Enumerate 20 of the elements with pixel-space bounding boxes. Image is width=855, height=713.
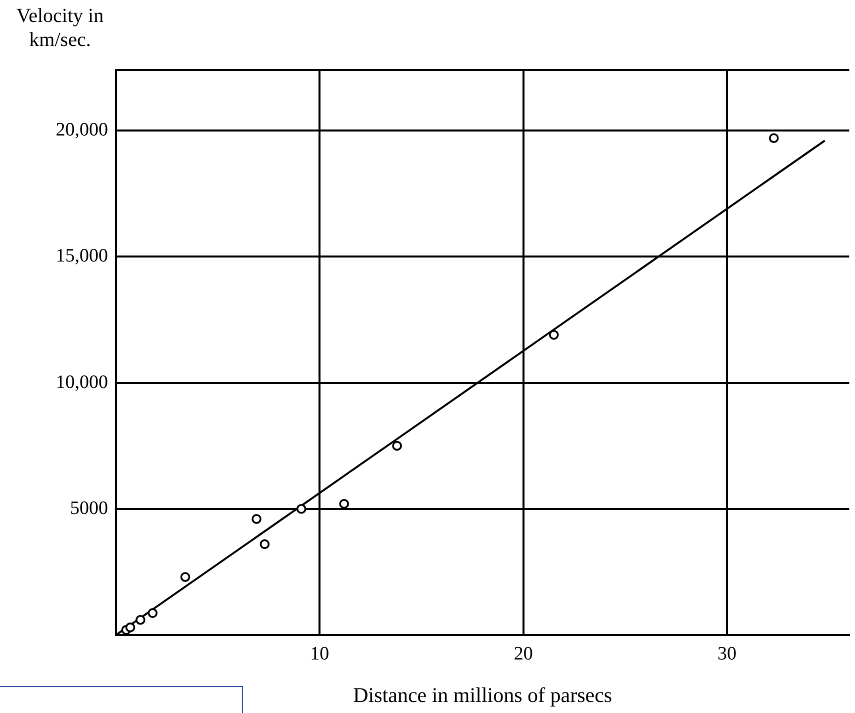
point [148,608,158,618]
point [260,539,270,550]
y-axis-title: Velocity in km/sec. [15,4,105,52]
point [339,498,350,509]
point [252,514,262,524]
y-tick-label: 10,000 [56,372,108,393]
y-tick-label: 15,000 [56,246,108,267]
point [296,504,306,514]
x-tick-label: 20 [514,643,533,664]
x-axis-title: Distance in millions of parsecs [353,682,612,707]
point [548,330,559,340]
point [125,622,136,632]
point [180,572,190,582]
y-tick-label: 20,000 [56,120,108,141]
point [768,133,779,144]
x-tick-label: 10 [310,643,330,664]
x-tick-label: 30 [718,643,736,664]
point [136,614,146,625]
point [392,440,402,451]
y-tick-label: 5000 [70,498,108,519]
